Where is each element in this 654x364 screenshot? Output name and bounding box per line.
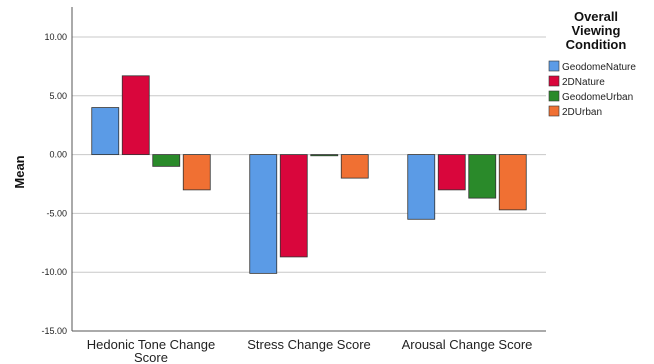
bar-geodomenature [249,154,278,274]
x-tick-label: Hedonic Tone Change [87,337,215,352]
legend-label: GeodomeUrban [562,92,633,103]
legend-swatch [548,90,560,102]
legend-swatch [548,105,560,117]
bar-geodomeurban [310,154,339,157]
y-tick-label: 10.00 [44,32,67,42]
legend-label: GeodomeNature [562,62,636,73]
y-tick-label: 5.00 [49,91,67,101]
bar-2durban [340,154,369,179]
legend-title: Condition [566,37,627,52]
legend-swatch [548,75,560,87]
legend-label: 2DUrban [562,107,602,118]
y-tick-label: -5.00 [46,208,67,218]
bar-2dnature [121,75,150,155]
y-tick-label: -10.00 [41,267,67,277]
bars [91,75,527,274]
legend-label: 2DNature [562,77,605,88]
x-tick-label: Score [134,350,168,364]
bar-2dnature [437,154,466,191]
axes: 10.00 5.00 0.00 -5.00 -10.00 -15.00 Hedonic To… [41,7,546,364]
bar-geodomenature [407,154,436,220]
x-tick-label: Stress Change Score [247,337,371,352]
legend-swatch [548,60,560,72]
legend-title: Viewing [572,23,621,38]
bar-2durban [498,154,527,211]
legend-title: Overall [574,9,618,24]
y-tick-label: -15.00 [41,326,67,336]
bar-geodomeurban [468,154,497,199]
bar-geodomenature [91,107,120,155]
bar-geodomeurban [152,154,181,167]
bar-2dnature [279,154,308,258]
bar-2durban [182,154,211,191]
x-tick-label: Arousal Change Score [402,337,533,352]
y-tick-label: 0.00 [49,150,67,160]
y-axis-title: Mean [12,155,27,188]
